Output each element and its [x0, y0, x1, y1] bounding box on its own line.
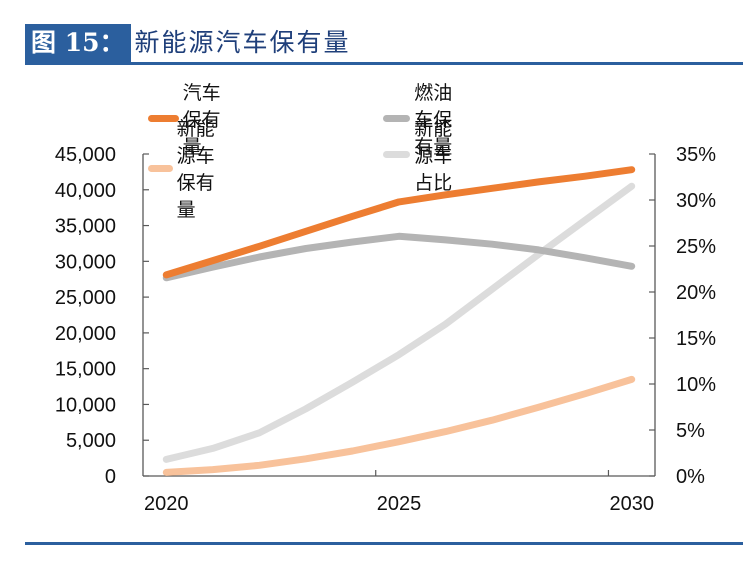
right-y-tick-label: 15% — [676, 328, 716, 350]
legend-label-nev-share: 新能源车占比 — [414, 119, 453, 194]
figure-title: 新能源汽车保有量 — [134, 28, 351, 57]
title-rule — [25, 62, 743, 65]
legend-swatch-nev — [148, 164, 173, 172]
left-y-tick-label: 20,000 — [55, 323, 116, 345]
series-line-nev — [162, 375, 636, 476]
right-y-tick-label: 5% — [676, 420, 705, 442]
left-y-tick-label: 0 — [105, 466, 116, 488]
legend-item-total: 汽车保有量 — [148, 78, 231, 159]
series-line-total-vehicles — [162, 166, 636, 279]
legend-label-fuel: 燃油车保有量 — [414, 83, 453, 158]
left-y-tick-label: 15,000 — [55, 359, 116, 381]
legend-label-total: 汽车保有量 — [182, 83, 221, 158]
x-tick-label: 2025 — [377, 493, 422, 515]
left-y-tick-label: 5,000 — [66, 430, 116, 452]
left-y-tick-label: 25,000 — [55, 287, 116, 309]
right-y-tick-label: 20% — [676, 282, 716, 304]
left-y-tick-label: 10,000 — [55, 394, 116, 416]
left-y-tick-label: 30,000 — [55, 251, 116, 273]
figure-label: 图 15： — [25, 24, 131, 62]
left-y-tick-label: 35,000 — [55, 216, 116, 238]
left-y-tick-label: 40,000 — [55, 180, 116, 202]
legend-item-nev-share: 新能源车占比 — [383, 114, 466, 195]
right-y-tick-label: 35% — [676, 144, 716, 166]
bottom-rule — [25, 542, 743, 545]
legend-swatch-total — [148, 115, 179, 122]
series-line-nev-share — [162, 182, 636, 463]
right-y-tick-label: 0% — [676, 466, 705, 488]
x-tick-label: 2030 — [609, 493, 654, 515]
series-line-fuel-vehicles — [162, 232, 636, 282]
x-tick-label: 2020 — [144, 493, 189, 515]
legend-item-fuel: 燃油车保有量 — [383, 78, 466, 159]
right-y-tick-label: 10% — [676, 374, 716, 396]
right-y-tick-label: 25% — [676, 236, 716, 258]
legend-swatch-nev-share — [383, 151, 411, 158]
figure-title-bar: 图 15： 新能源汽车保有量 — [25, 24, 351, 62]
legend-swatch-fuel — [383, 115, 411, 122]
legend-label-nev: 新能源车保有量 — [176, 119, 215, 221]
right-y-tick-label: 30% — [676, 190, 716, 212]
legend-item-nev: 新能源车保有量 — [148, 114, 231, 222]
left-y-tick-label: 45,000 — [55, 144, 116, 166]
